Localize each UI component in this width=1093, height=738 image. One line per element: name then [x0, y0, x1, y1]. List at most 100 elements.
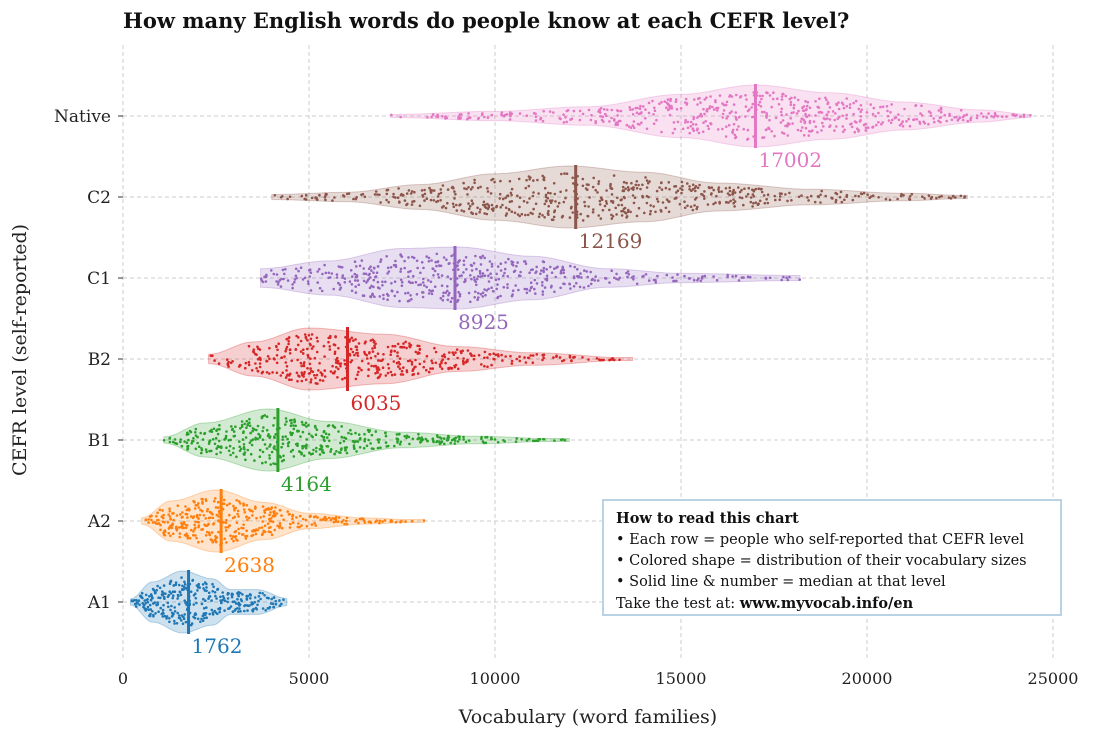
swarm-point [796, 98, 800, 102]
swarm-point [493, 180, 496, 184]
swarm-point [261, 607, 265, 610]
swarm-point [675, 196, 678, 200]
swarm-point [326, 445, 330, 448]
swarm-point [412, 274, 415, 278]
swarm-point [938, 195, 941, 199]
swarm-point [259, 597, 262, 601]
test-link[interactable]: www.myvocab.info/en [739, 595, 914, 612]
swarm-point [380, 359, 383, 363]
swarm-point [654, 210, 657, 214]
swarm-point [630, 181, 633, 185]
swarm-point [407, 256, 410, 259]
swarm-point [417, 432, 420, 436]
swarm-point [275, 344, 278, 348]
swarm-point [329, 370, 333, 373]
swarm-point [673, 185, 676, 188]
swarm-point [472, 357, 476, 361]
swarm-point [447, 357, 450, 361]
swarm-point [394, 263, 398, 267]
swarm-point [508, 118, 512, 121]
swarm-point [668, 188, 671, 191]
swarm-point [370, 269, 373, 272]
swarm-point [307, 372, 311, 375]
swarm-point [191, 439, 194, 443]
swarm-point [301, 447, 304, 450]
swarm-point [273, 194, 277, 197]
swarm-point [243, 604, 246, 608]
swarm-point [519, 270, 522, 274]
swarm-point [169, 579, 173, 583]
swarm-point [275, 280, 278, 283]
swarm-point [166, 601, 170, 605]
swarm-point [367, 368, 371, 371]
swarm-point [410, 297, 413, 301]
swarm-point [555, 266, 558, 270]
swarm-point [472, 276, 476, 279]
swarm-point [243, 609, 246, 613]
swarm-point [159, 606, 162, 610]
swarm-point [144, 593, 148, 597]
swarm-point [636, 106, 639, 110]
swarm-point [323, 369, 327, 372]
swarm-point [745, 195, 748, 198]
swarm-point [343, 359, 346, 362]
swarm-point [245, 419, 249, 423]
violin-b2 [208, 327, 634, 391]
swarm-point [562, 200, 566, 204]
swarm-point [442, 437, 446, 440]
swarm-point [908, 124, 912, 128]
swarm-point [681, 184, 684, 188]
swarm-point [1001, 115, 1004, 118]
swarm-point [434, 260, 438, 264]
chart-title: How many English words do people know at… [123, 8, 849, 33]
swarm-point [237, 500, 241, 503]
swarm-point [581, 219, 585, 222]
swarm-point [766, 201, 770, 205]
swarm-point [522, 199, 526, 203]
swarm-point [335, 450, 338, 453]
swarm-point [450, 186, 454, 189]
swarm-point [476, 298, 479, 302]
swarm-point [774, 198, 777, 202]
swarm-point [556, 205, 560, 208]
swarm-point [808, 129, 811, 133]
swarm-point [254, 436, 257, 440]
swarm-point [164, 592, 167, 595]
swarm-point [275, 354, 279, 357]
swarm-point [550, 218, 554, 221]
swarm-point [584, 187, 588, 190]
swarm-point [261, 370, 265, 374]
swarm-point [912, 118, 916, 121]
swarm-point [694, 185, 698, 188]
swarm-point [613, 276, 616, 280]
swarm-point [563, 282, 566, 286]
swarm-point [505, 212, 509, 215]
swarm-point [393, 444, 396, 448]
swarm-point [400, 519, 403, 523]
swarm-point [387, 200, 391, 204]
swarm-point [627, 188, 631, 191]
swarm-point [460, 274, 463, 277]
swarm-point [252, 350, 256, 354]
swarm-point [286, 510, 290, 513]
swarm-point [355, 274, 359, 277]
swarm-point [877, 196, 880, 199]
swarm-point [765, 115, 768, 118]
swarm-point [675, 191, 678, 194]
swarm-point [384, 374, 388, 377]
swarm-point [183, 613, 186, 616]
swarm-point [386, 345, 390, 349]
swarm-point [367, 277, 371, 281]
swarm-point [362, 446, 366, 450]
swarm-point [626, 186, 630, 189]
swarm-point [691, 187, 695, 191]
swarm-point [553, 192, 557, 196]
swarm-point [431, 437, 435, 441]
swarm-point [254, 606, 258, 610]
swarm-point [1029, 114, 1032, 117]
swarm-point [357, 370, 360, 374]
swarm-point [518, 196, 522, 199]
swarm-point [248, 441, 252, 445]
swarm-point [145, 598, 148, 602]
swarm-point [577, 275, 580, 279]
